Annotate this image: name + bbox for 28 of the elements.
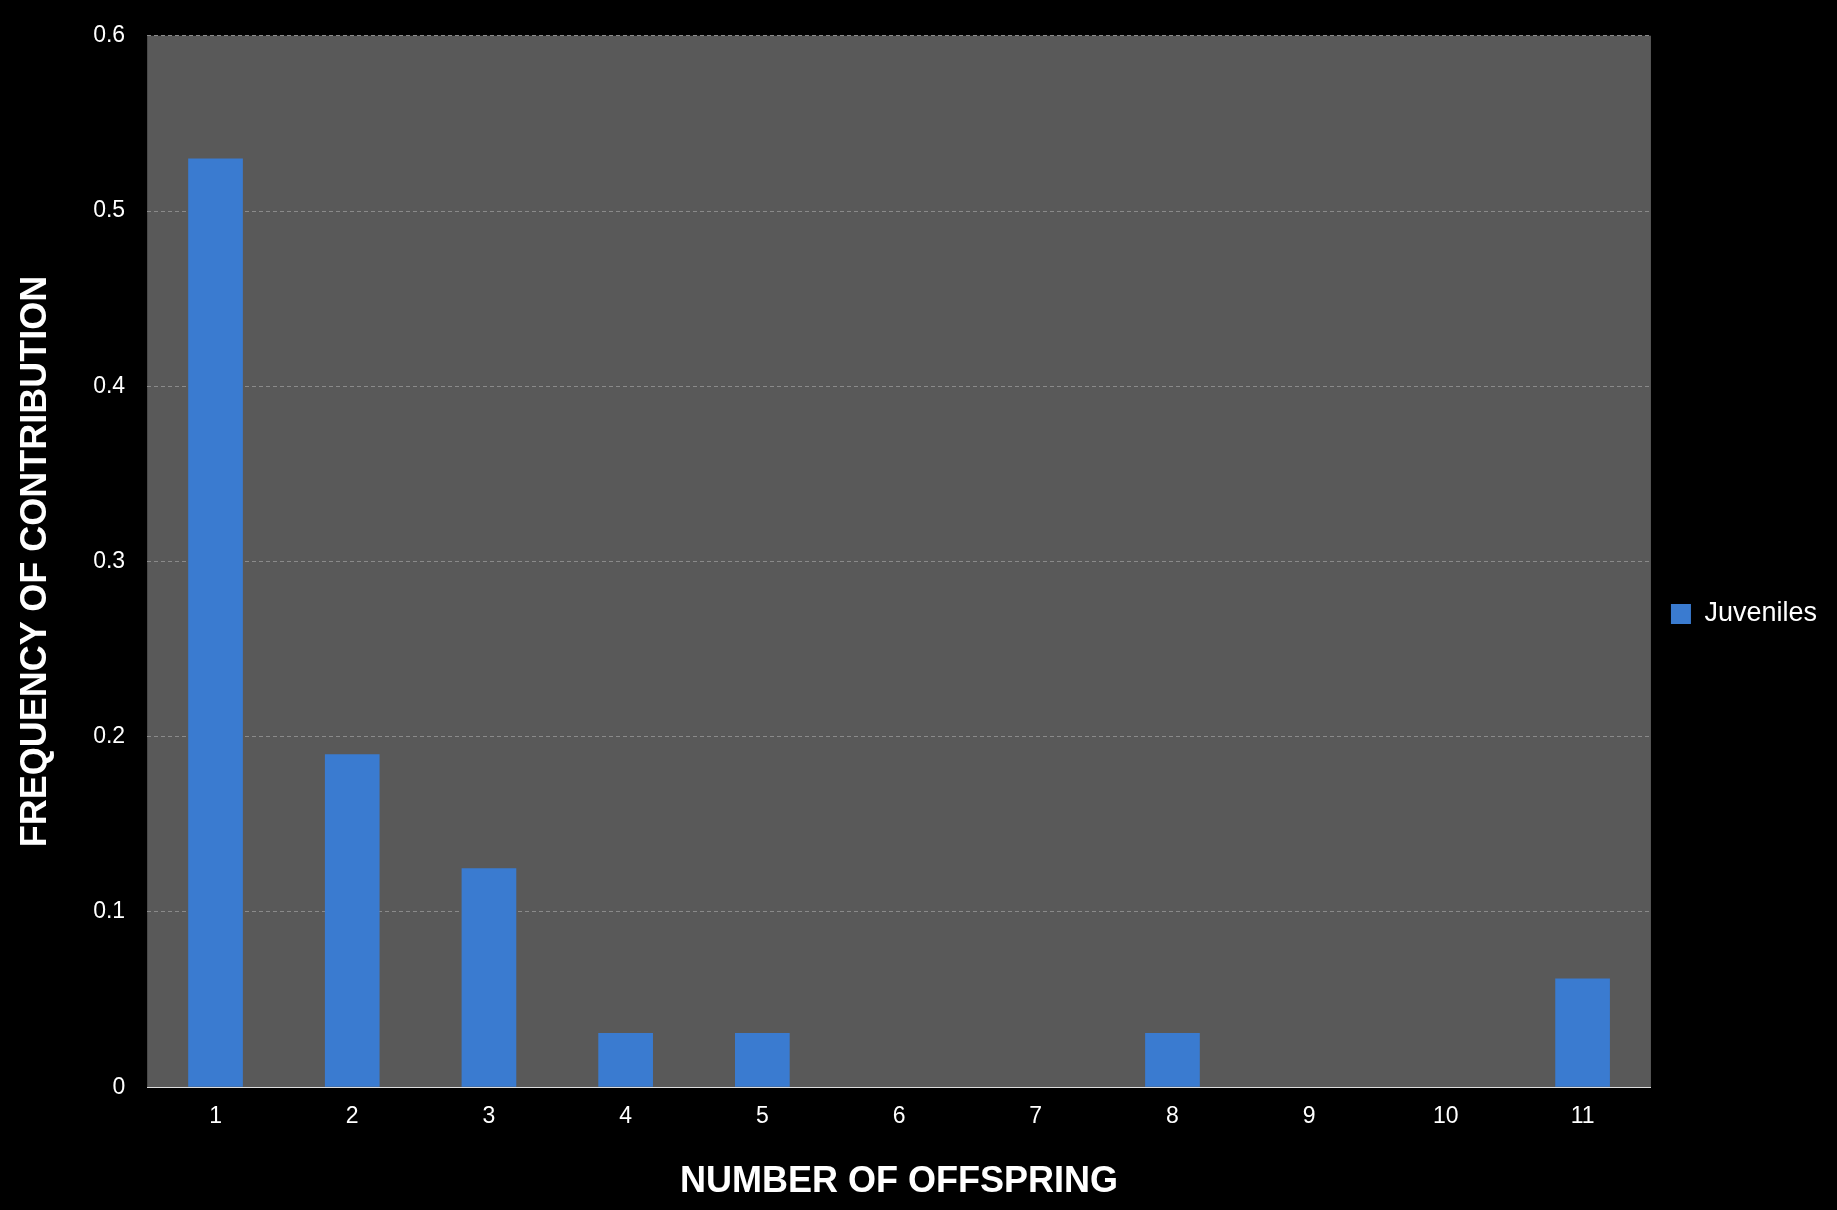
x-tick-label: 7 — [1029, 1102, 1043, 1129]
x-tick-label: 9 — [1302, 1102, 1316, 1129]
x-tick-label: 3 — [482, 1102, 496, 1129]
y-tick-label: 0.5 — [93, 196, 126, 223]
bar — [598, 1032, 653, 1087]
x-axis-title: NUMBER OF OFFSPRING — [680, 1159, 1119, 1201]
bar — [1555, 978, 1610, 1087]
x-tick-label: 2 — [345, 1102, 359, 1129]
x-tick-label: 5 — [755, 1102, 769, 1129]
legend-label: Juveniles — [1704, 597, 1817, 628]
bar — [1145, 1032, 1200, 1087]
x-tick-label: 6 — [892, 1102, 906, 1129]
y-tick-label: 0.1 — [93, 897, 126, 924]
x-tick-label: 11 — [1570, 1102, 1595, 1129]
x-tick-label: 1 — [209, 1102, 222, 1129]
x-tick-label: 4 — [619, 1102, 633, 1129]
bar — [461, 868, 517, 1087]
y-axis-title: FREQUENCY OF CONTRIBUTION — [12, 275, 54, 848]
y-tick-label: 0.4 — [93, 371, 126, 398]
y-tick-label: 0 — [112, 1072, 126, 1099]
y-tick-label: 0.2 — [93, 722, 126, 749]
y-tick-label: 0.6 — [93, 21, 126, 48]
bar — [735, 1032, 790, 1087]
y-tick-label: 0.3 — [93, 546, 126, 573]
bar — [188, 158, 243, 1087]
bar — [324, 754, 380, 1087]
x-tick-label: 8 — [1166, 1102, 1179, 1129]
x-tick-label: 10 — [1433, 1102, 1459, 1129]
